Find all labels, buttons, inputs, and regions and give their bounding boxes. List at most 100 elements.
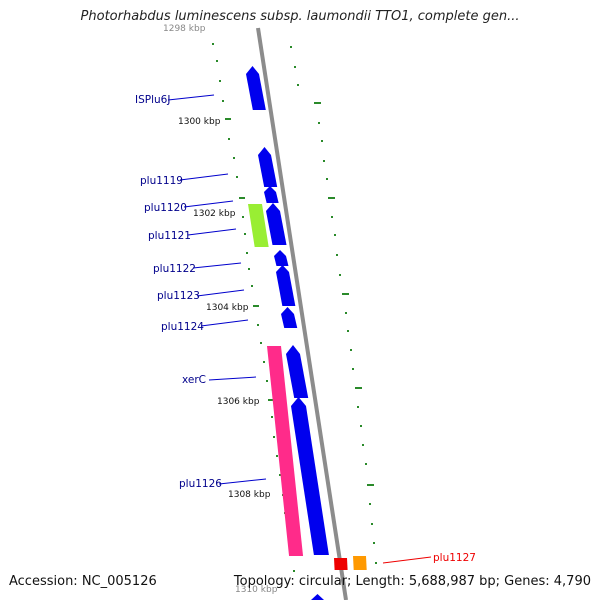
ruler-tick-inner xyxy=(273,436,275,438)
ruler-tick-inner xyxy=(236,176,238,178)
ruler-tick-outer xyxy=(294,66,296,68)
ruler-tick-outer xyxy=(318,122,320,124)
ruler-tick-outer xyxy=(297,84,299,86)
ruler-tick-outer xyxy=(371,523,373,525)
genome-title: Photorhabdus luminescens subsp. laumondi… xyxy=(80,9,520,24)
gene-feature-plu1123[interactable] xyxy=(276,265,296,306)
ruler-tick-inner xyxy=(257,324,259,326)
ruler-tick-inner xyxy=(251,285,253,287)
gene-feature-plu1127[interactable] xyxy=(334,558,348,570)
gene-label-leader xyxy=(208,376,257,381)
ruler-label: 1304 kbp xyxy=(206,303,249,313)
ruler-tick-inner xyxy=(242,216,244,218)
gene-label-plu1120[interactable]: plu1120 xyxy=(144,202,187,214)
ruler-label: 1298 kbp xyxy=(163,24,206,34)
gene-label-plu1121[interactable]: plu1121 xyxy=(148,230,191,242)
ruler-tick-outer xyxy=(375,562,377,564)
gene-label-leader xyxy=(196,289,245,297)
gene-label-xerC[interactable]: xerC xyxy=(182,374,206,386)
ruler-tick-inner xyxy=(216,60,218,62)
ruler-tick-outer xyxy=(339,274,341,276)
ruler-tick-outer xyxy=(334,234,336,236)
ruler-tick-inner xyxy=(228,138,230,140)
ruler-tick-outer xyxy=(345,312,347,314)
gene-feature-ISPlu6J[interactable] xyxy=(246,66,266,110)
ruler-label: 1300 kbp xyxy=(178,117,221,127)
ruler-tick-inner xyxy=(268,399,274,401)
ruler-tick-inner xyxy=(279,474,281,476)
ruler-tick-inner xyxy=(246,252,248,254)
ruler-tick-inner xyxy=(233,157,235,159)
ruler-tick-outer xyxy=(342,293,349,295)
ruler-tick-inner xyxy=(293,570,295,572)
backbone-line xyxy=(256,27,348,601)
gene-label-plu1127[interactable]: plu1127 xyxy=(433,552,476,564)
ruler-tick-outer xyxy=(336,254,338,256)
ruler-tick-outer xyxy=(352,368,354,370)
ruler-label: 1308 kbp xyxy=(228,490,271,500)
gene-label-leader xyxy=(218,478,267,485)
ruler-tick-inner xyxy=(219,80,221,82)
gene-feature-bottom[interactable] xyxy=(311,594,324,600)
gene-feature-pink[interactable] xyxy=(267,346,304,556)
ruler-tick-outer xyxy=(362,444,364,446)
ruler-tick-outer xyxy=(328,197,335,199)
ruler-tick-inner xyxy=(271,416,273,418)
ruler-tick-outer xyxy=(365,463,367,465)
gene-feature-plu1119[interactable] xyxy=(258,147,278,187)
ruler-tick-outer xyxy=(355,387,362,389)
gene-feature-orange[interactable] xyxy=(353,556,367,570)
ruler-tick-inner xyxy=(244,233,246,235)
gene-label-leader xyxy=(382,556,432,564)
ruler-tick-inner xyxy=(248,268,250,270)
ruler-tick-inner xyxy=(253,305,259,307)
ruler-tick-inner xyxy=(225,118,231,120)
ruler-tick-inner xyxy=(263,361,265,363)
gene-label-ISPlu6J[interactable]: ISPlu6J xyxy=(135,94,170,106)
ruler-tick-outer xyxy=(347,330,349,332)
ruler-label: 1302 kbp xyxy=(193,209,236,219)
gene-feature-plu1122[interactable] xyxy=(274,250,289,266)
gene-label-plu1124[interactable]: plu1124 xyxy=(161,321,204,333)
ruler-tick-inner xyxy=(276,455,278,457)
genome-summary-label: Topology: circular; Length: 5,688,987 bp… xyxy=(233,574,591,589)
ruler-label: 1310 kbp xyxy=(235,585,278,595)
gene-feature-plu1121[interactable] xyxy=(266,203,287,245)
ruler-tick-outer xyxy=(326,178,328,180)
ruler-tick-outer xyxy=(331,216,333,218)
ruler-tick-outer xyxy=(357,406,359,408)
ruler-tick-outer xyxy=(314,102,321,104)
ruler-tick-outer xyxy=(350,349,352,351)
ruler-tick-inner xyxy=(222,100,224,102)
ruler-tick-outer xyxy=(290,46,292,48)
ruler-tick-inner xyxy=(239,197,245,199)
gene-feature-plu1120[interactable] xyxy=(264,186,279,203)
gene-label-leader xyxy=(187,228,237,236)
ruler-tick-outer xyxy=(373,542,375,544)
ruler-tick-inner xyxy=(266,380,268,382)
accession-label: Accession: NC_005126 xyxy=(9,574,157,589)
gene-label-plu1122[interactable]: plu1122 xyxy=(153,263,196,275)
ruler-tick-inner xyxy=(212,43,214,45)
gene-feature-xerC[interactable] xyxy=(286,345,309,398)
gene-label-leader xyxy=(192,262,242,269)
gene-feature-rna[interactable] xyxy=(248,204,269,247)
gene-label-plu1119[interactable]: plu1119 xyxy=(140,175,183,187)
ruler-tick-outer xyxy=(321,140,323,142)
ruler-tick-outer xyxy=(367,484,374,486)
gene-label-plu1126[interactable]: plu1126 xyxy=(179,478,222,490)
gene-feature-plu1126[interactable] xyxy=(291,397,329,555)
gene-label-leader xyxy=(200,319,249,327)
ruler-label: 1306 kbp xyxy=(217,397,260,407)
gene-label-plu1123[interactable]: plu1123 xyxy=(157,290,200,302)
gene-feature-plu1124[interactable] xyxy=(281,307,298,328)
gene-label-leader xyxy=(183,200,234,208)
ruler-tick-outer xyxy=(323,160,325,162)
gene-label-leader xyxy=(167,94,215,101)
ruler-tick-outer xyxy=(360,425,362,427)
ruler-tick-inner xyxy=(260,342,262,344)
gene-label-leader xyxy=(179,173,229,181)
ruler-tick-outer xyxy=(369,503,371,505)
